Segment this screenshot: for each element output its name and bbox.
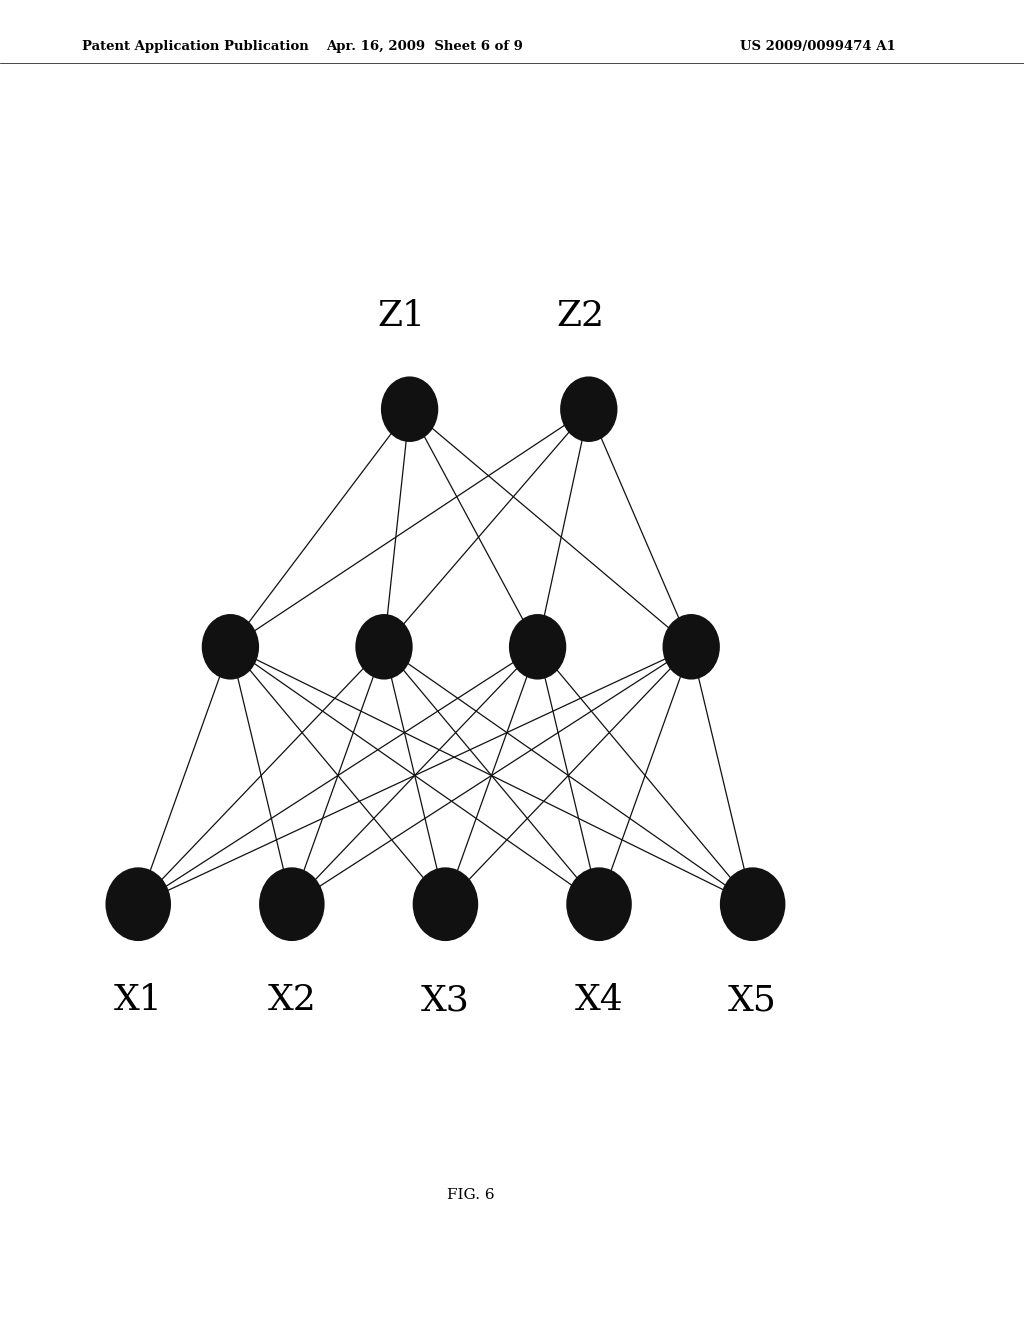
Ellipse shape [663, 614, 720, 680]
Text: Patent Application Publication: Patent Application Publication [82, 40, 308, 53]
Ellipse shape [566, 867, 632, 941]
Text: Z1: Z1 [378, 298, 425, 333]
Ellipse shape [259, 867, 325, 941]
Text: X2: X2 [267, 983, 316, 1018]
Text: Apr. 16, 2009  Sheet 6 of 9: Apr. 16, 2009 Sheet 6 of 9 [327, 40, 523, 53]
Ellipse shape [720, 867, 785, 941]
Ellipse shape [509, 614, 566, 680]
Ellipse shape [355, 614, 413, 680]
Ellipse shape [105, 867, 171, 941]
Ellipse shape [202, 614, 259, 680]
Text: FIG. 6: FIG. 6 [447, 1188, 495, 1201]
Text: X3: X3 [421, 983, 470, 1018]
Ellipse shape [413, 867, 478, 941]
Text: US 2009/0099474 A1: US 2009/0099474 A1 [740, 40, 896, 53]
Text: X4: X4 [574, 983, 624, 1018]
Text: X1: X1 [114, 983, 163, 1018]
Text: X5: X5 [728, 983, 777, 1018]
Ellipse shape [560, 376, 617, 442]
Text: Z2: Z2 [557, 298, 604, 333]
Ellipse shape [381, 376, 438, 442]
